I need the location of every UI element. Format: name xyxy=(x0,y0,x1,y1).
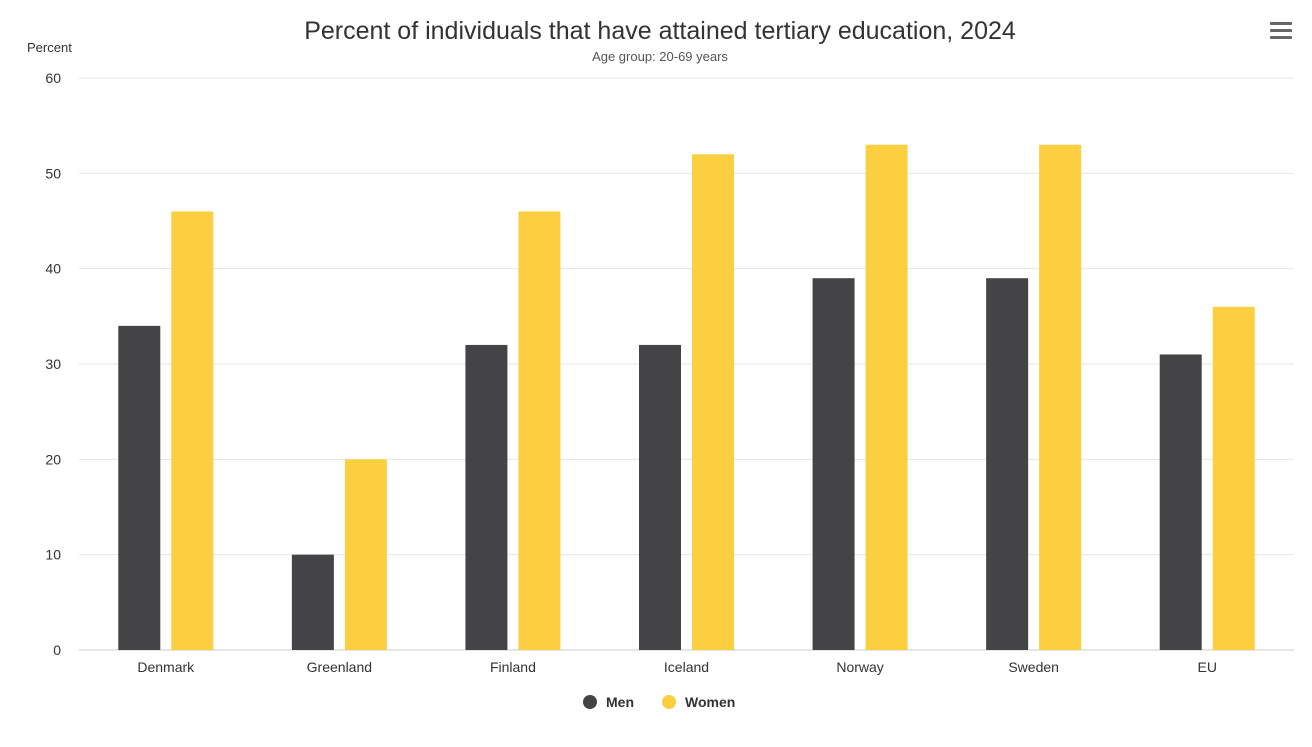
x-tick-label: EU xyxy=(1197,659,1216,675)
legend-label: Women xyxy=(685,694,735,710)
bar-men-iceland xyxy=(639,344,681,650)
grid-lines xyxy=(79,77,1294,651)
legend: Men Women xyxy=(583,694,735,710)
bar-men-finland xyxy=(465,344,508,650)
y-tick-label: 10 xyxy=(45,547,61,563)
bar-men-eu xyxy=(1159,354,1202,650)
legend-swatch-men xyxy=(583,695,597,709)
chart-subtitle: Age group: 20-69 years xyxy=(592,49,728,64)
hamburger-menu-icon[interactable] xyxy=(1268,22,1294,44)
bar-women-sweden xyxy=(1039,144,1082,650)
bar-women-norway xyxy=(865,144,908,650)
x-tick-label: Finland xyxy=(490,659,536,675)
x-tick-label: Greenland xyxy=(307,659,372,675)
bar-women-greenland xyxy=(344,459,387,650)
chart-title: Percent of individuals that have attaine… xyxy=(304,17,1016,45)
x-tick-label: Sweden xyxy=(1008,659,1059,675)
legend-swatch-women xyxy=(662,695,676,709)
bar-men-greenland xyxy=(291,554,334,650)
y-tick-label: 60 xyxy=(45,70,61,86)
y-axis-title: Percent xyxy=(27,40,72,55)
bars xyxy=(118,144,1255,650)
y-tick-label: 0 xyxy=(53,642,61,658)
y-tick-label: 50 xyxy=(45,165,61,181)
y-tick-label: 40 xyxy=(45,261,61,277)
y-tick-label: 30 xyxy=(45,356,61,372)
bar-women-denmark xyxy=(171,211,214,650)
tick-labels: 0 10 20 30 40 50 60 Denmark Greenland Finland Icel… xyxy=(45,70,1217,675)
bar-men-sweden xyxy=(986,278,1029,650)
bar-men-denmark xyxy=(118,325,161,650)
bar-women-eu xyxy=(1212,306,1255,650)
x-tick-label: Iceland xyxy=(664,659,709,675)
bar-men-norway xyxy=(812,278,855,650)
bar-women-finland xyxy=(518,211,561,650)
x-tick-label: Norway xyxy=(836,659,883,675)
x-tick-label: Denmark xyxy=(137,659,195,675)
y-tick-label: 20 xyxy=(45,451,61,467)
legend-label: Men xyxy=(606,694,634,710)
bar-women-iceland xyxy=(692,154,734,650)
